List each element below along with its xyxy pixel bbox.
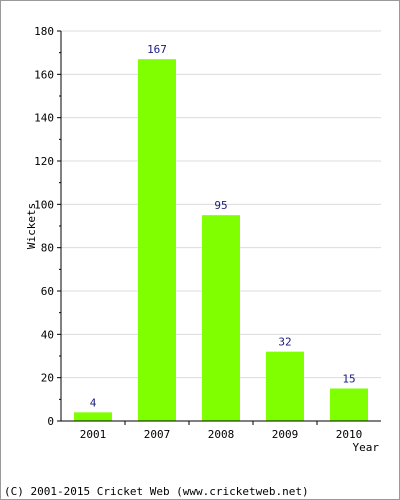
y-tick-label: 0: [47, 415, 54, 428]
y-tick-label: 120: [34, 155, 54, 168]
x-tick-label: 2001: [80, 428, 107, 441]
y-tick-label: 60: [41, 285, 54, 298]
y-tick-labels: 0 20 40 60 80 100 120 140 160 180: [34, 25, 61, 428]
y-tick-label: 160: [34, 68, 54, 81]
gridlines: [61, 30, 381, 379]
x-tick-label: 2010: [336, 428, 363, 441]
x-axis-label: Year: [353, 441, 380, 454]
y-tick-label: 140: [34, 112, 54, 125]
bar-data-label: 4: [90, 396, 97, 409]
bar-2008: [202, 215, 240, 421]
bar-2009: [266, 351, 304, 421]
bar-2001: [74, 412, 112, 421]
x-tick-label: 2009: [272, 428, 299, 441]
x-tick-label: 2007: [144, 428, 171, 441]
bar-data-label: 167: [147, 43, 167, 56]
x-tick-labels: 2001 2007 2008 2009 2010: [80, 421, 363, 441]
x-tick-label: 2008: [208, 428, 235, 441]
bar-data-label: 32: [278, 336, 291, 349]
y-tick-label: 100: [34, 198, 54, 211]
y-tick-label: 180: [34, 25, 54, 38]
y-tick-label: 20: [41, 372, 54, 385]
bar-2007: [138, 59, 176, 422]
footer-credit: (C) 2001-2015 Cricket Web (www.cricketwe…: [4, 485, 309, 498]
y-tick-label: 80: [41, 242, 54, 255]
bars: [74, 59, 368, 422]
bar-data-label: 95: [214, 199, 227, 212]
y-tick-label: 40: [41, 328, 54, 341]
y-axis-label: Wickets: [25, 203, 38, 249]
bar-data-labels: 4 167 95 32 15: [90, 43, 356, 409]
bar-2010: [330, 388, 368, 421]
bar-data-label: 15: [342, 373, 355, 386]
